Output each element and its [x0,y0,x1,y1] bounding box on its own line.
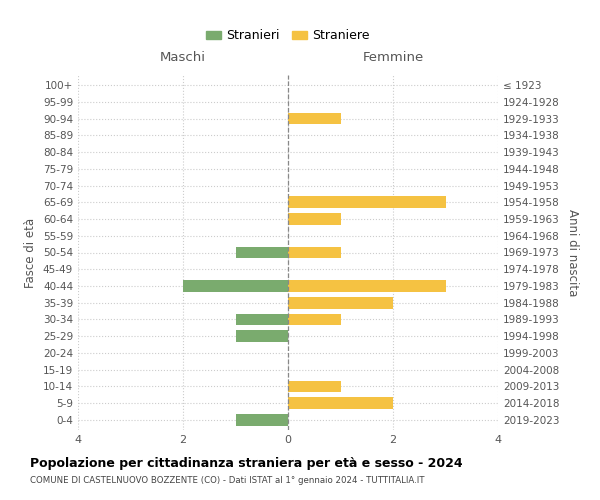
Legend: Stranieri, Straniere: Stranieri, Straniere [201,24,375,48]
Bar [288,380,341,392]
Bar [288,280,445,292]
Bar [288,314,341,326]
Y-axis label: Fasce di età: Fasce di età [25,218,37,288]
Bar [235,330,288,342]
Bar [288,196,445,208]
Y-axis label: Anni di nascita: Anni di nascita [566,209,579,296]
Bar [288,213,341,225]
Text: Femmine: Femmine [362,52,424,64]
Bar [288,398,393,409]
Bar [235,246,288,258]
Bar [288,112,341,124]
Bar [288,246,341,258]
Text: Maschi: Maschi [160,52,206,64]
Text: Popolazione per cittadinanza straniera per età e sesso - 2024: Popolazione per cittadinanza straniera p… [30,458,463,470]
Text: COMUNE DI CASTELNUOVO BOZZENTE (CO) - Dati ISTAT al 1° gennaio 2024 - TUTTITALIA: COMUNE DI CASTELNUOVO BOZZENTE (CO) - Da… [30,476,425,485]
Bar [183,280,288,292]
Bar [235,314,288,326]
Bar [235,414,288,426]
Bar [288,297,393,308]
